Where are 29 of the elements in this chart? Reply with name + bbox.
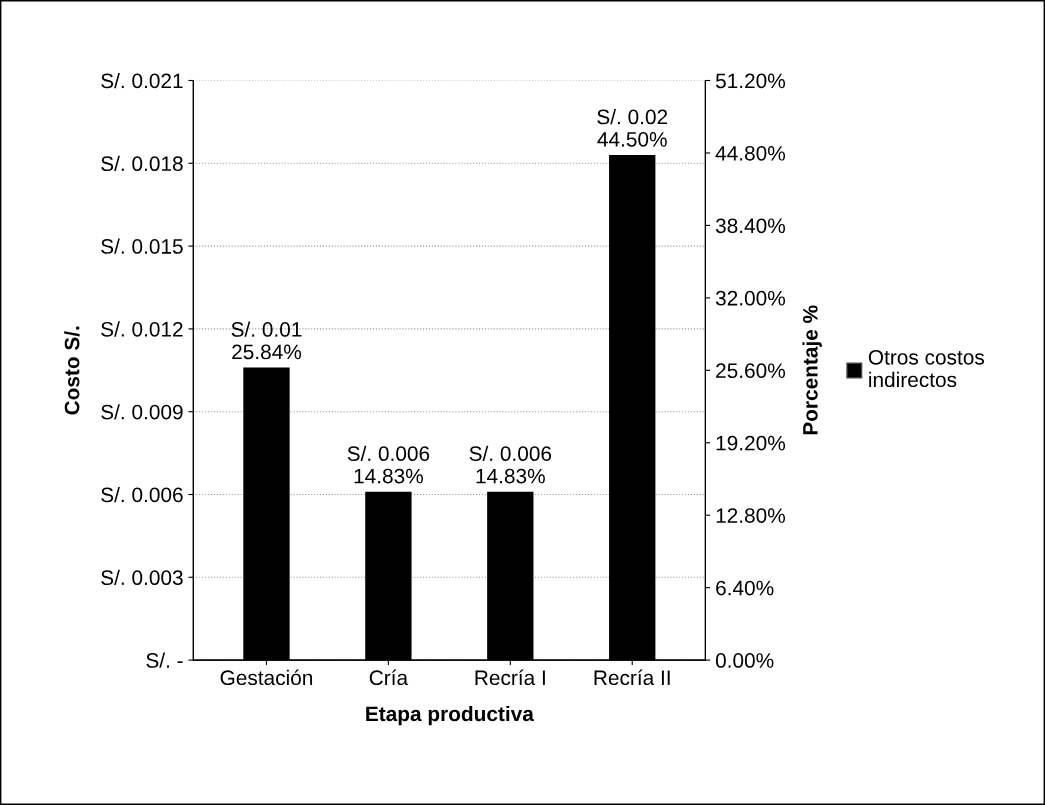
x-tick-label: Gestación <box>220 669 313 686</box>
y-axis-title: Costo S/. <box>64 326 80 415</box>
x-tick-label: Cría <box>369 669 409 686</box>
y-tick-label: S/. 0.018 <box>101 155 183 172</box>
y-tick-label: S/. 0.012 <box>101 321 183 337</box>
legend-label: Otros costos indirectos <box>868 349 985 388</box>
y-tick-label: S/. 0.015 <box>101 238 183 254</box>
y2-tick-label: 38.40% <box>715 218 786 234</box>
y2-tick-label: 32.00% <box>715 290 786 306</box>
y2-tick-label: 19.20% <box>716 435 786 451</box>
y2-tick-label: 6.40% <box>716 580 774 596</box>
data-label: S/. 0.006 14.83% <box>347 445 430 484</box>
y2-tick-label: 44.80% <box>715 145 786 161</box>
y2-tick-label: 51.20% <box>715 73 786 89</box>
y2-tick-label: 0.00% <box>715 653 774 668</box>
data-label: S/. 0.01 25.84% <box>231 321 302 360</box>
x-tick-label: Recría I <box>475 669 545 686</box>
x-axis-title: Etapa productiva <box>366 705 534 726</box>
data-label: S/. 0.02 44.50% <box>597 108 668 147</box>
y2-axis-title: Porcentaje % <box>802 305 822 435</box>
y2-tick-label: 25.60% <box>716 363 786 379</box>
y-tick-label: S/. 0.003 <box>101 569 183 586</box>
x-tick-label: Recría II <box>594 669 670 686</box>
data-label: S/. 0.006 14.83% <box>469 445 552 484</box>
y2-tick-label: 12.80% <box>716 508 786 523</box>
y-tick-label: S/. 0.009 <box>101 404 183 420</box>
y-tick-label: S/. - <box>146 652 183 668</box>
y-tick-label: S/. 0.006 <box>101 486 183 503</box>
y-tick-label: S/. 0.021 <box>101 72 183 89</box>
